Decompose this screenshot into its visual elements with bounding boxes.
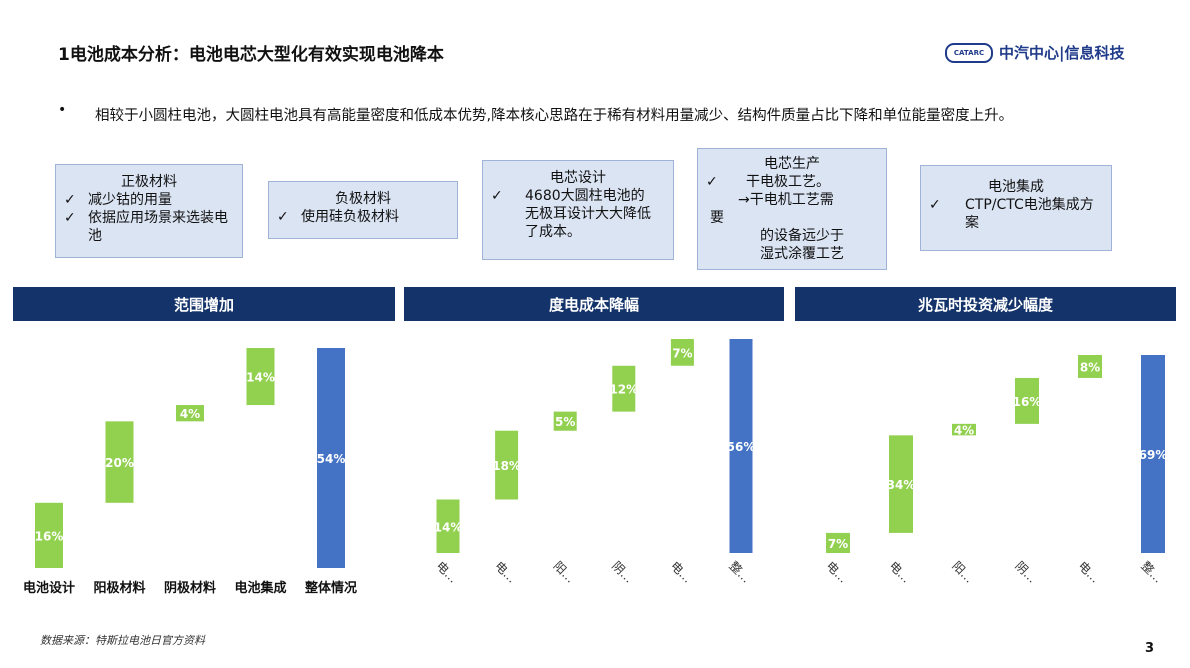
x-tick-label: 电… [492,559,519,586]
waterfall-bar [105,421,134,503]
source-note: 数据来源：特斯拉电池日官方资料 [40,634,205,647]
data-label: 7% [672,346,692,360]
x-tick-label: 整… [726,558,754,586]
check-icon: ✓ [64,192,76,208]
data-label: 56% [727,440,756,454]
box-cell-design: 电芯设计 ✓ 4680大圆柱电池的无极耳设计大大降低了成本。 [482,160,674,260]
waterfall-bar [952,423,976,436]
box-item: 使用硅负极材料 [301,209,399,225]
check-icon: ✓ [277,209,289,225]
data-label: 14% [434,520,463,534]
waterfall-bar [553,411,577,431]
box-anode: 负极材料 ✓ 使用硅负极材料 [268,181,458,239]
check-icon: ✓ [706,174,718,190]
box-title: 电芯设计 [550,170,606,186]
x-tick-label: 电… [886,559,913,586]
data-label: 54% [317,452,346,466]
data-label: 12% [609,383,638,397]
panel-header-investment: 兆瓦时投资减少幅度 [795,287,1176,321]
x-tick-label: 阴… [609,559,636,586]
x-tick-label: 电池设计 [23,580,75,596]
data-label: 5% [555,415,575,429]
waterfall-bar [826,532,850,553]
x-tick-label: 整体情况 [304,580,357,596]
box-item: 的设备远少于 [760,228,844,244]
waterfall-bar [436,499,460,553]
data-label: 69% [1139,448,1168,462]
box-item: 要 [710,210,724,226]
waterfall-bar [176,405,204,422]
waterfall-bar [35,502,63,568]
panel-header-range: 范围增加 [13,287,395,321]
data-label: 14% [246,371,275,385]
waterfall-total-bar [317,348,345,568]
data-label: 16% [1013,395,1042,409]
box-title: 负极材料 [335,191,391,207]
x-tick-label: 电… [668,559,695,586]
data-label: 7% [828,537,848,551]
box-item: 湿式涂覆工艺 [760,246,844,262]
box-pack-integration: 电池集成 ✓ CTP/CTC电池集成方案 [920,165,1112,251]
box-title: 正极材料 [121,174,177,190]
waterfall-bar [889,435,913,533]
waterfall-bar [670,339,694,366]
x-tick-label: 阳… [949,559,976,586]
box-item: 4680大圆柱电池的无极耳设计大大降低了成本。 [525,188,651,240]
data-label: 8% [1080,360,1100,374]
x-tick-label: 阴… [1012,559,1039,586]
box-cell-production: 电芯生产 ✓ 干电极工艺。 →干电机工艺需 要 的设备远少于 湿式涂覆工艺 [697,148,887,270]
page-title: 1电池成本分析：电池电芯大型化有效实现电池降本 [58,45,444,65]
box-item: CTP/CTC电池集成方案 [965,197,1094,231]
x-tick-label: 阳极材料 [93,580,145,596]
catarc-logo-icon: CATARC [945,42,993,63]
data-label: 34% [887,478,916,492]
x-tick-label: 电… [1075,559,1102,586]
check-icon: ✓ [491,188,503,204]
waterfall-bar [1078,355,1102,378]
x-tick-label: 整… [1138,558,1166,586]
x-tick-label: 电池集成 [234,580,286,596]
logo: CATARC 中汽中心|信息科技 [945,42,1124,63]
box-title: 电芯生产 [764,156,820,172]
check-icon: ✓ [64,210,76,226]
data-label: 4% [180,407,200,421]
data-label: 20% [105,456,134,470]
x-tick-label: 阳… [551,559,578,586]
box-item: →干电机工艺需 [738,192,834,208]
box-item: 依据应用场景来选装电池 [88,210,228,244]
box-title: 电池集成 [988,179,1044,195]
waterfall-bar [495,430,519,500]
x-tick-label: 阴极材料 [164,580,216,596]
chart-cost: 14% 电… 18% 电… 5% 阳… 12% 阴… 7% 电… 56% 整… [433,339,756,586]
data-label: 16% [35,529,64,543]
panel-header-cost: 度电成本降幅 [404,287,784,321]
box-item: 减少钴的用量 [88,192,172,208]
chart-range: 16% 电池设计 20% 阳极材料 4% 阴极材料 14% 电池集成 54% 整体情况 [23,348,357,596]
page-number: 3 [1145,641,1155,656]
waterfall-bar [246,348,275,406]
box-cathode: 正极材料 ✓ 减少钴的用量 ✓ 依据应用场景来选装电池 [55,164,243,258]
chart-investment: 7% 电… 34% 电… 4% 阳… 16% 阴… 8% 电… 69% 整… [823,355,1168,586]
check-icon: ✓ [929,197,941,213]
box-item: 干电极工艺。 [746,174,830,190]
x-tick-label: 电… [823,559,850,586]
logo-text: 中汽中心|信息科技 [999,44,1125,62]
waterfall-total-bar [1141,355,1165,553]
waterfall-total-bar [729,339,753,553]
waterfall-bar [612,365,636,412]
bullet-dot: • [58,102,67,118]
data-label: 18% [492,459,521,473]
intro-text: 相较于小圆柱电池，大圆柱电池具有高能量密度和低成本优势,降本核心思路在于稀有材料… [95,108,1014,124]
x-tick-label: 电… [433,559,460,586]
data-label: 4% [954,424,974,438]
waterfall-bar [1015,377,1039,424]
